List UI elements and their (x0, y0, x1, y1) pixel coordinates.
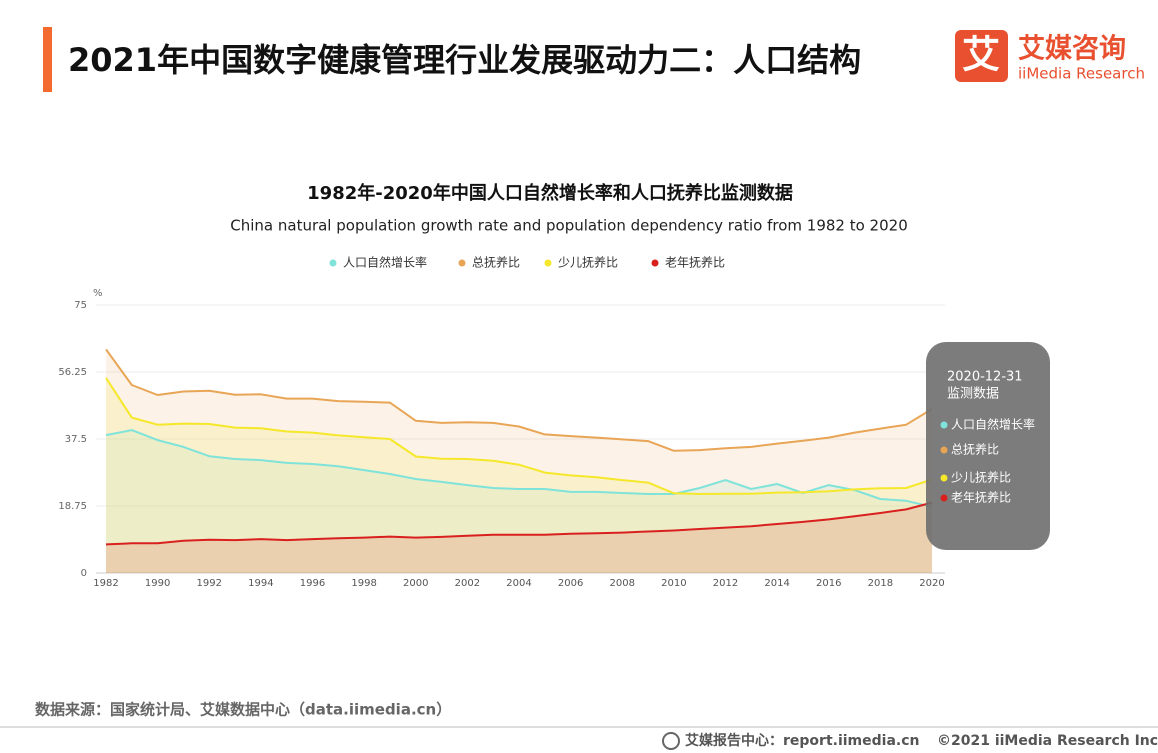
plot: 0 18.75 37.5 56.25 75 1982 1990 1992 1994 1996 199… (58, 300, 945, 589)
series-line (105, 501, 933, 546)
tooltip-date: 2020-12-31 (947, 370, 1023, 385)
tooltip-item: 少儿抚养比 (951, 470, 1011, 485)
series-line (105, 429, 933, 508)
legend-label: 少儿抚养比 (558, 255, 618, 270)
tooltip-item: 老年抚养比 (951, 490, 1011, 505)
series-area (106, 502, 932, 573)
legend-dot (544, 259, 552, 267)
x-tick-label: 2000 (403, 578, 428, 589)
legend-dot (458, 259, 466, 267)
x-tick-label: 1998 (351, 578, 376, 589)
tooltip-item: 人口自然增长率 (951, 417, 1035, 432)
x-tick-label: 2014 (764, 578, 789, 589)
chart-title: 1982年-2020年中国人口自然增长率和人口抚养比监测数据 (307, 182, 793, 204)
y-tick-label: 0 (81, 568, 87, 579)
x-tick-label: 1992 (197, 578, 222, 589)
x-tick-label: 1996 (300, 578, 325, 589)
legend-dot (329, 259, 337, 267)
series-area (106, 377, 932, 573)
y-tick-label: 56.25 (58, 367, 87, 378)
title-bar (43, 27, 52, 92)
legend-label: 人口自然增长率 (343, 255, 427, 270)
logo-box (955, 30, 1008, 82)
x-tick-label: 2004 (506, 578, 531, 589)
source: 数据来源：国家统计局、艾媒数据中心（data.iimedia.cn） (35, 701, 451, 719)
tooltip-dot (940, 474, 948, 482)
series-area (106, 349, 932, 573)
tooltip-dot (940, 446, 948, 454)
logo-sub: iiMedia Research (1018, 65, 1145, 83)
legend-label: 总抚养比 (472, 255, 520, 270)
x-tick-label: 2006 (558, 578, 583, 589)
series-line (105, 377, 933, 495)
footer-report: 艾媒报告中心：report.iimedia.cn (685, 732, 920, 749)
y-unit: % (93, 288, 103, 299)
logo-mark: 艾 (962, 33, 1000, 77)
chart-subtitle: China natural population growth rate and… (230, 217, 907, 235)
x-tick-label: 1990 (145, 578, 170, 589)
logo-name: 艾媒咨询 (1018, 33, 1126, 65)
x-tick-label: 2010 (661, 578, 686, 589)
tooltip-label: 监测数据 (947, 387, 999, 402)
tooltip-item: 总抚养比 (951, 442, 999, 457)
series-area (106, 430, 932, 573)
tooltip-dot (940, 494, 948, 502)
y-tick-label: 18.75 (58, 501, 87, 512)
y-tick-label: 75 (74, 300, 87, 311)
x-tick-label: 1982 (93, 578, 118, 589)
legend-label: 老年抚养比 (665, 255, 725, 270)
tooltip-box (926, 342, 1050, 550)
x-tick-label: 2002 (455, 578, 480, 589)
footer-icon (662, 732, 680, 750)
x-tick-label: 2020 (919, 578, 944, 589)
series-line (105, 348, 933, 452)
x-tick-label: 2018 (868, 578, 893, 589)
y-tick-label: 37.5 (65, 434, 87, 445)
slide-title: 2021年中国数字健康管理行业发展驱动力二：人口结构 (68, 41, 861, 79)
x-tick-label: 1994 (248, 578, 273, 589)
x-tick-label: 2008 (610, 578, 635, 589)
tooltip-dot (940, 421, 948, 429)
x-tick-label: 2012 (713, 578, 738, 589)
legend-dot (651, 259, 659, 267)
footer-copyright: ©2021 iiMedia Research Inc (937, 733, 1158, 749)
x-tick-label: 2016 (816, 578, 841, 589)
